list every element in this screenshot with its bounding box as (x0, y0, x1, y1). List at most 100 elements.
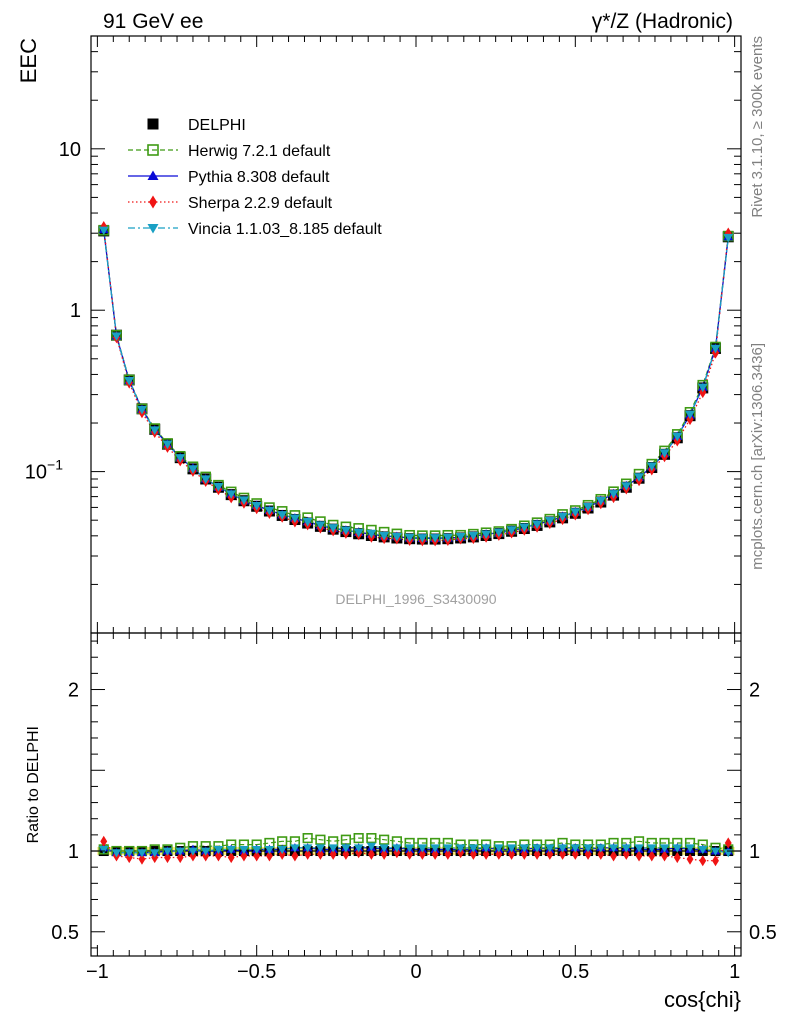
main-point-vincia (149, 426, 160, 435)
ratio-point-sherpa (546, 848, 554, 860)
ratio-point-vincia (583, 844, 593, 853)
main-point-vincia (442, 533, 453, 543)
ratio-point-herwig (302, 833, 313, 844)
ratio-point-vincia (608, 844, 619, 853)
legend-marker-sherpa (149, 195, 157, 209)
ratio-point-herwig (353, 833, 364, 844)
analysis-watermark: DELPHI_1996_S3430090 (335, 591, 496, 607)
main-point-vincia (557, 512, 568, 522)
ratio-point-sherpa (559, 848, 567, 860)
main-point-vincia (723, 233, 734, 243)
ratio-point-herwig (379, 834, 390, 845)
ratio-point-sherpa (584, 848, 592, 860)
main-line-herwig (103, 230, 729, 537)
main-point-vincia (468, 531, 479, 541)
main-point-vincia (672, 432, 683, 442)
header-right: γ*/Z (Hadronic) (592, 10, 733, 33)
ratio-point-sherpa (367, 848, 375, 860)
ratio-point-sherpa (138, 853, 146, 865)
y-axis-label-ratio: Ratio to DELPHI (25, 726, 42, 843)
ratio-point-vincia (251, 845, 262, 855)
ratio-point-sherpa (380, 848, 388, 860)
main-point-vincia (277, 511, 288, 520)
ratio-point-vincia (341, 844, 351, 853)
ratio-point-vincia (443, 844, 453, 853)
ratio-point-vincia (188, 847, 198, 856)
ratio-point-vincia (710, 847, 721, 856)
main-point-vincia (430, 534, 441, 543)
ratio-point-vincia (557, 844, 568, 853)
ratio-point-vincia (685, 844, 695, 853)
ratio-point-vincia (519, 844, 530, 853)
legend-marker-vincia (147, 224, 159, 234)
y-tick-label: 1 (68, 841, 79, 863)
ratio-point-vincia (175, 847, 185, 856)
ratio-point-vincia (200, 847, 211, 856)
main-point-sherpa (699, 386, 707, 399)
ratio-point-vincia (137, 849, 147, 858)
ratio-point-vincia (353, 844, 364, 853)
ratio-point-sherpa (202, 850, 210, 862)
ratio-point-vincia (124, 849, 134, 858)
ratio-point-vincia (430, 844, 440, 853)
main-series-markers (98, 220, 734, 547)
ratio-point-sherpa (635, 850, 643, 862)
main-point-vincia (697, 383, 708, 393)
legend-label-herwig: Herwig 7.2.1 default (188, 143, 331, 160)
ratio-point-vincia (379, 844, 389, 853)
main-point-vincia (213, 482, 224, 492)
legend-label-pythia: Pythia 8.308 default (188, 169, 330, 186)
main-point-vincia (583, 503, 594, 512)
main-point-vincia (137, 405, 147, 415)
ratio-point-vincia (239, 845, 249, 855)
legend-marker-data (147, 118, 159, 130)
ratio-point-sherpa (571, 848, 579, 860)
legend-label-vincia: Vincia 1.1.03_8.185 default (188, 221, 382, 238)
ratio-point-sherpa (622, 848, 630, 860)
x-tick-label: 0 (410, 961, 421, 983)
ratio-point-sherpa (712, 855, 719, 867)
ratio-point-sherpa (265, 850, 273, 862)
main-point-vincia (417, 534, 428, 543)
ratio-frame (90, 632, 742, 957)
main-point-vincia (646, 462, 657, 472)
main-point-vincia (506, 526, 517, 535)
ratio-point-vincia (532, 844, 542, 853)
ratio-point-vincia (596, 844, 606, 853)
legend-marker-herwig (147, 144, 159, 156)
main-point-vincia (544, 516, 555, 526)
ratio-point-sherpa (444, 848, 452, 860)
main-point-vincia (391, 532, 402, 542)
ratio-point-sherpa (508, 848, 516, 860)
y-axis-label-main: EEC (16, 38, 41, 83)
main-point-vincia (175, 454, 186, 463)
y-tick-label-right: 1 (749, 841, 760, 863)
ratio-point-sherpa (648, 850, 656, 862)
ratio-point-vincia (634, 844, 644, 853)
header-left: 91 GeV ee (103, 10, 203, 33)
ratio-point-vincia (277, 845, 287, 855)
main-point-vincia (659, 449, 670, 458)
ratio-point-vincia (99, 845, 109, 855)
ratio-point-sherpa (431, 848, 439, 860)
main-point-vincia (289, 514, 300, 524)
ratio-point-sherpa (253, 850, 261, 862)
main-point-vincia (519, 523, 530, 533)
main-point-vincia (124, 377, 135, 386)
ratio-point-sherpa (597, 848, 605, 860)
y-tick-label: 10 (59, 139, 81, 161)
main-point-vincia (634, 473, 644, 482)
ratio-point-sherpa (673, 851, 681, 864)
ratio-point-vincia (417, 844, 428, 853)
ratio-point-vincia (149, 849, 160, 858)
ratio-point-sherpa (686, 853, 694, 865)
x-tick-label: 1 (729, 961, 740, 983)
main-point-vincia (302, 518, 313, 527)
main-point-vincia (315, 521, 326, 530)
ratio-point-sherpa (520, 848, 528, 860)
x-tick-label: 0.5 (561, 961, 589, 983)
y-tick-label: 1 (70, 300, 81, 322)
main-point-vincia (710, 344, 721, 354)
main-point-vincia (685, 410, 695, 420)
